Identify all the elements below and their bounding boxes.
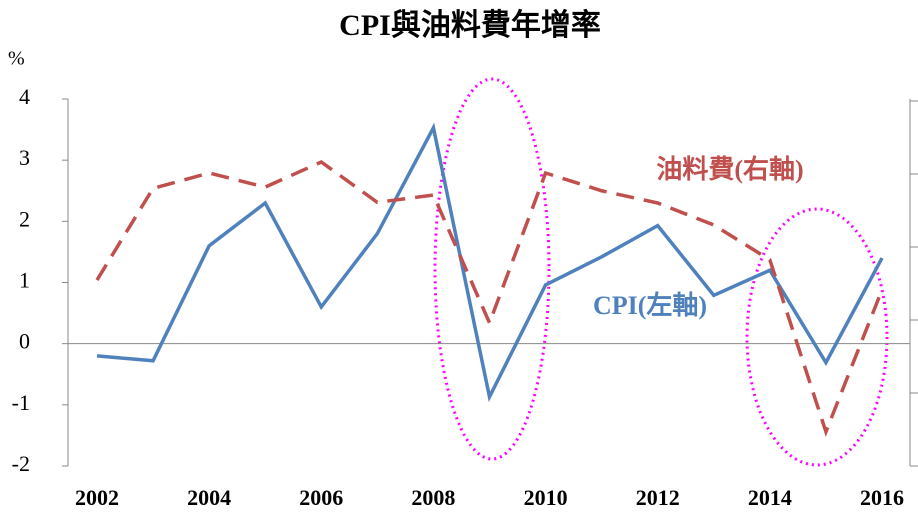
x-tick-label: 2004 (187, 485, 231, 510)
y-tick-label: -1 (12, 390, 30, 415)
y-tick-label: 1 (19, 268, 30, 293)
y-tick-label: -2 (12, 451, 30, 476)
series-label: 油料費(右軸) (656, 154, 803, 184)
x-tick-label: 2014 (748, 485, 792, 510)
x-tick-label: 2012 (636, 485, 680, 510)
highlight-ellipse (433, 77, 551, 461)
y-unit: % (8, 48, 25, 70)
x-tick-label: 2002 (75, 485, 119, 510)
chart-title: CPI與油料費年增率 (339, 9, 601, 42)
y-tick-label: 0 (19, 329, 30, 354)
x-tick-label: 2008 (411, 485, 455, 510)
y-tick-label: 2 (19, 206, 30, 231)
y-tick-label: 4 (19, 84, 30, 109)
series-line (95, 159, 884, 437)
y-tick-label: 3 (19, 145, 30, 170)
series-line (96, 122, 884, 403)
x-tick-label: 2006 (299, 485, 343, 510)
x-tick-label: 2010 (524, 485, 568, 510)
x-tick-label: 2016 (860, 485, 904, 510)
series-label: CPI(左軸) (593, 290, 707, 320)
highlight-ellipse (745, 207, 889, 467)
y2-ticks (910, 100, 918, 467)
